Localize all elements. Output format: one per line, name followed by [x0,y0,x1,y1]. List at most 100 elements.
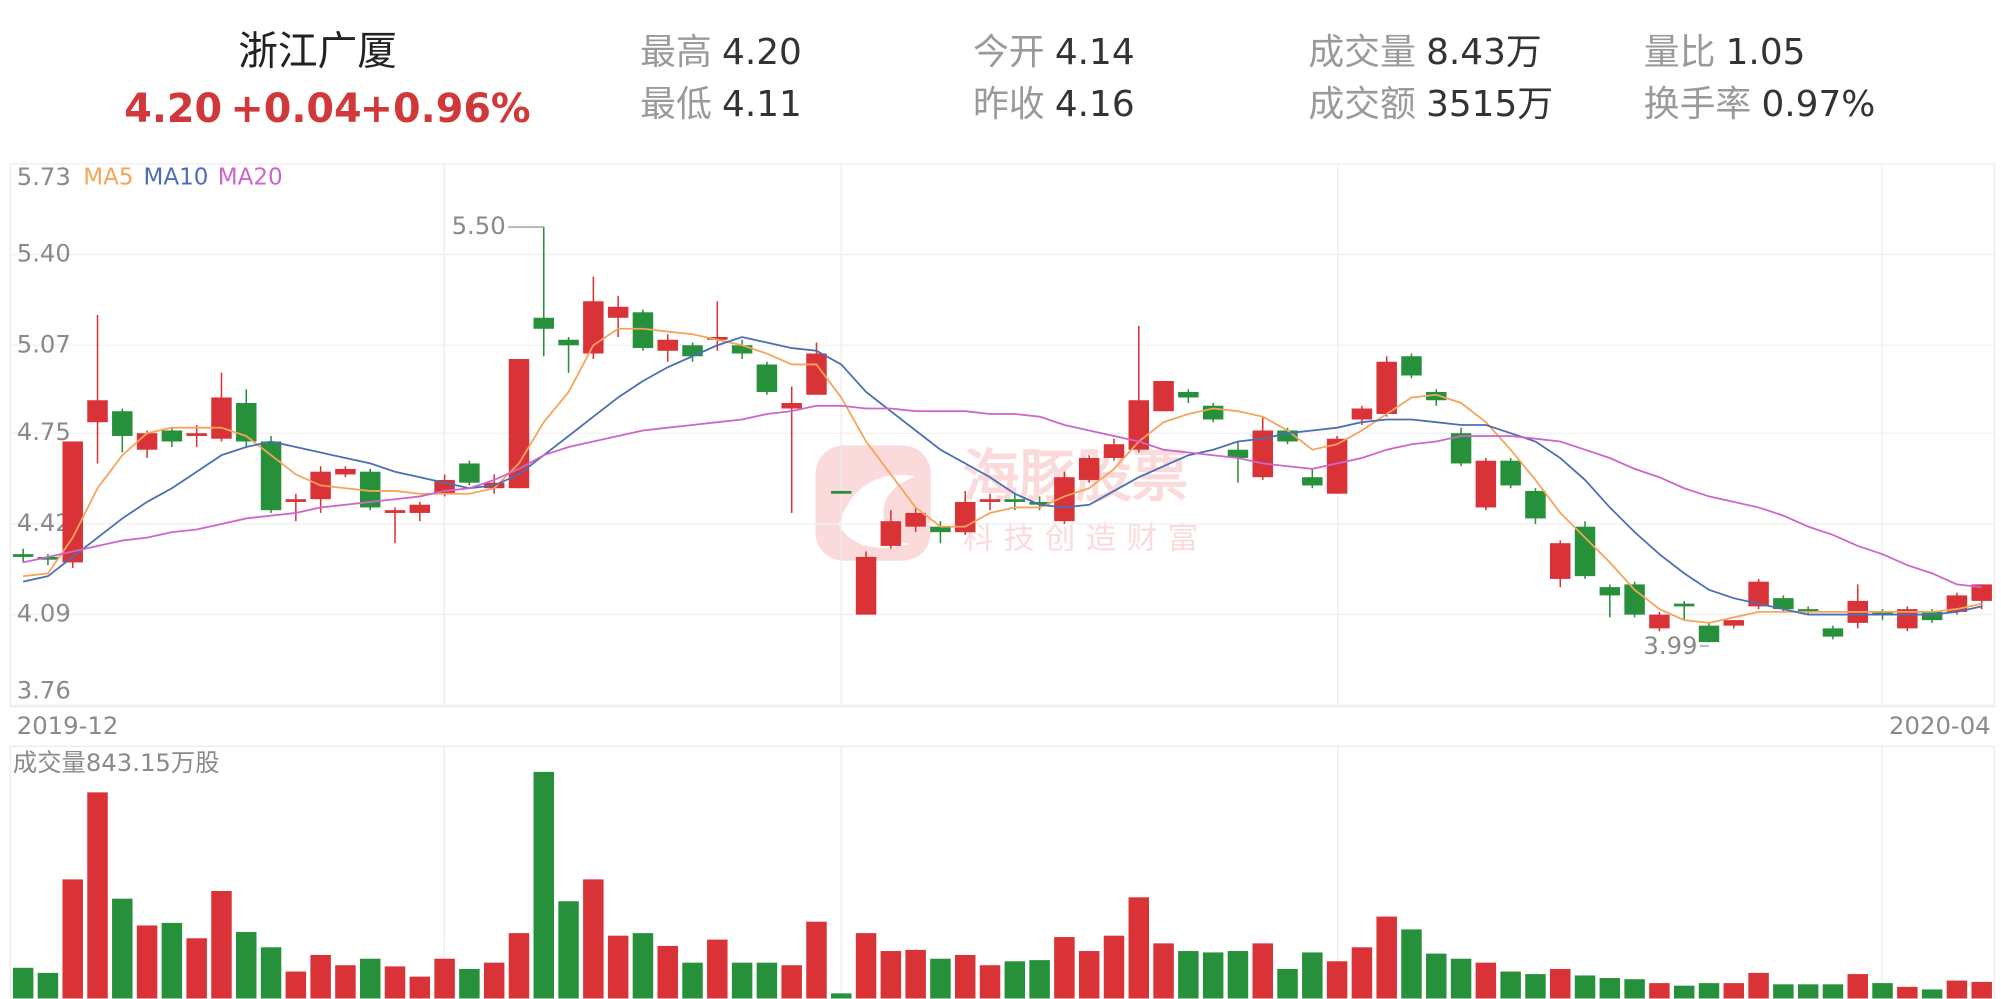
volume-bar [359,958,381,999]
volume-bar [335,965,356,999]
volume-bar [979,965,1001,999]
stat-label: 成交额 [1308,84,1415,125]
candle-body [781,402,802,409]
candle-body [558,339,579,346]
volume-bar [1302,952,1323,999]
stat-label: 量比 [1644,32,1716,73]
volume-bar [1872,983,1893,999]
stat: 成交额 3515万 [1308,84,1553,125]
volume-bar [1574,975,1596,999]
volume-bar [558,901,579,999]
candle-body [1673,603,1695,607]
stat-label: 最高 [640,32,712,73]
stat: 换手率 0.97% [1644,84,1876,125]
candle-body [1921,611,1943,621]
candle-body [1698,625,1720,643]
candle-body [1178,391,1199,398]
candle-body [359,471,381,508]
candle-body [632,312,654,349]
volume-bar [855,933,877,999]
candle-body [1029,501,1050,505]
volume-bar [1649,983,1670,999]
volume-bar [880,951,902,999]
price-panel-border [9,163,1996,708]
candle-body [657,339,678,351]
volume-bar [905,949,926,999]
candle-body [1773,598,1794,610]
stat: 成交量 8.43万 [1308,32,1541,73]
stat-value: 4.20 [722,32,802,73]
watermark-icon [838,474,916,548]
x-tick-label: 2019-12 [17,711,119,740]
stat: 今开 4.14 [973,32,1135,73]
volume-bar [1748,972,1769,999]
candle-body [1004,499,1026,502]
volume-bar [1698,983,1720,999]
candle-body [905,512,926,527]
ma-line [22,336,1982,616]
candle-body [1351,408,1373,420]
volume-bar [483,962,505,999]
volume-bar [1673,985,1695,999]
candle-body [533,317,555,329]
candle-body [87,400,108,423]
ma-line [23,327,1982,624]
volume-bar [831,993,852,999]
candle-body [1376,361,1397,414]
stat: 最低 4.11 [640,84,802,125]
volume-bar [1822,984,1844,999]
stat-value: 1.05 [1726,32,1806,73]
candle-body [260,441,282,511]
y-tick-label: 4.42 [17,508,71,537]
change-pct: +0.96% [360,86,531,132]
candle-body [186,433,207,436]
y-tick-label: 4.75 [17,417,71,446]
candle-body [979,499,1001,502]
volume-bar [1946,980,1968,999]
volume-bar [756,962,778,999]
ma-line [22,404,1982,589]
candle-body [756,364,778,392]
volume-bar [1004,961,1026,999]
candle-body [1153,380,1174,412]
candle-body [1475,460,1497,508]
volume-bar [161,922,183,999]
y-tick-label: 5.07 [17,329,71,358]
volume-bar [1202,952,1224,999]
volume-bar [384,966,406,999]
stat-label: 昨收 [973,84,1045,125]
stat-value: 4.14 [1055,32,1135,73]
y-tick-label: 5.40 [17,239,71,268]
volume-bar [186,938,207,999]
volume-bar [1426,953,1447,999]
change: +0.04 [231,86,362,132]
volume-bar [1376,916,1397,999]
volume-bar [37,972,59,999]
candle-body [285,499,307,502]
volume-bar [1277,968,1298,999]
volume-bar [1054,937,1075,999]
volume-title: 成交量843.15万股 [13,748,220,777]
volume-bar [1897,986,1918,999]
volume-bar [1128,897,1150,999]
volume-bar [1252,943,1273,999]
volume-bar [1500,971,1521,999]
candle-body [1971,584,1992,601]
volume-bar [1847,974,1868,999]
volume-bar [508,933,530,999]
volume-bar [1971,981,1992,999]
candle-body [1078,457,1100,480]
legend-entry: MA5 [83,164,133,190]
candle-body [831,490,852,494]
candle-body [409,504,431,513]
volume-bar [260,947,282,999]
volume-bar [682,962,703,999]
candle-body [1401,356,1422,376]
candle-body [1748,581,1769,607]
candle-body [384,510,406,513]
candle-body [1450,433,1472,464]
stat-value: 3515万 [1426,84,1553,125]
volume-bar [1797,984,1819,999]
candle-body [1054,477,1075,522]
